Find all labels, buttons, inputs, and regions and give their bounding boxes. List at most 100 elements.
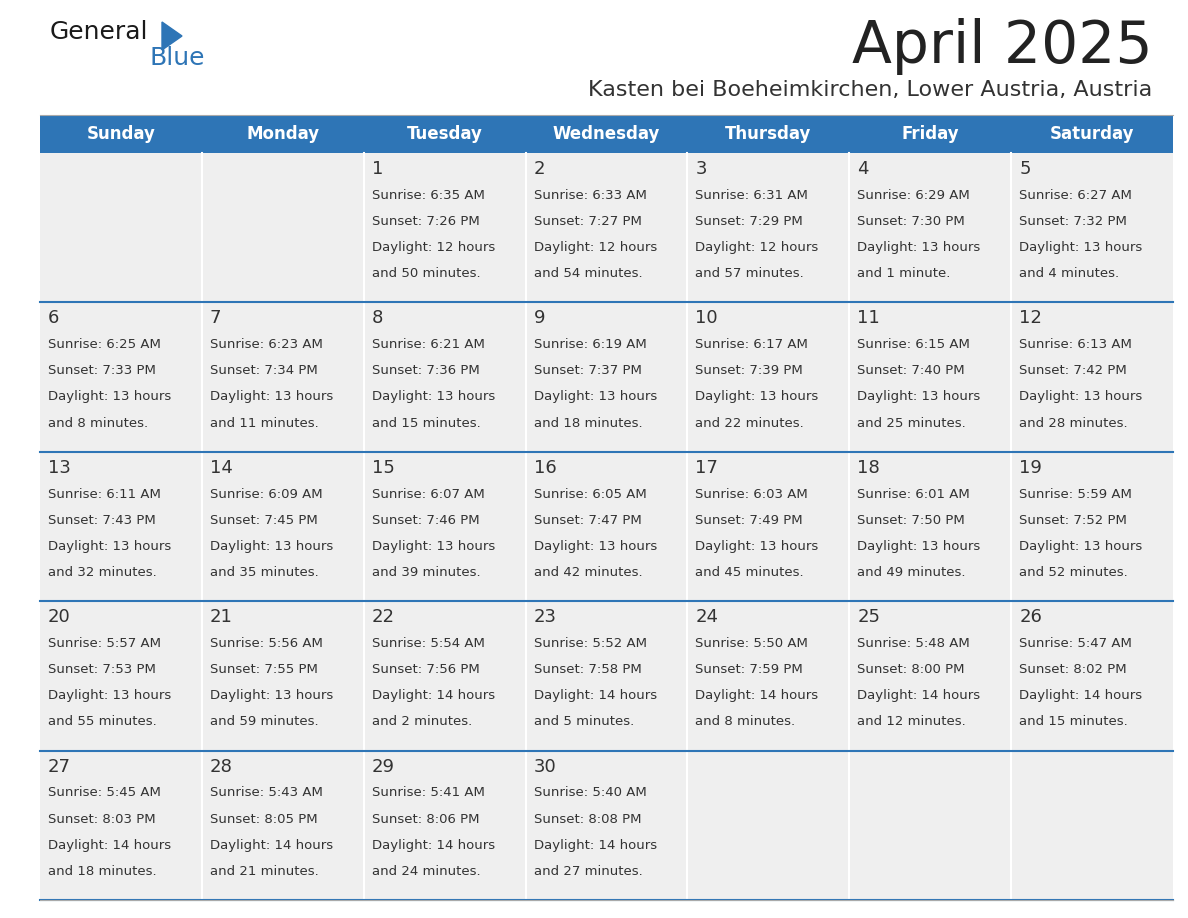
Text: Sunrise: 5:59 AM: Sunrise: 5:59 AM (1019, 487, 1132, 500)
Text: 2: 2 (533, 160, 545, 178)
Bar (1011, 452, 1173, 601)
Text: and 2 minutes.: and 2 minutes. (372, 715, 472, 728)
Bar (849, 153, 1011, 302)
Text: Sunset: 7:42 PM: Sunset: 7:42 PM (1019, 364, 1127, 377)
Text: 5: 5 (1019, 160, 1031, 178)
Text: 15: 15 (372, 459, 394, 476)
Text: Sunrise: 6:35 AM: Sunrise: 6:35 AM (372, 189, 485, 202)
Text: 26: 26 (1019, 609, 1042, 626)
Text: Sunset: 7:46 PM: Sunset: 7:46 PM (372, 514, 479, 527)
Text: 16: 16 (533, 459, 556, 476)
Bar (202, 601, 364, 751)
Text: and 15 minutes.: and 15 minutes. (372, 417, 480, 430)
Text: Sunset: 7:47 PM: Sunset: 7:47 PM (533, 514, 642, 527)
Text: and 39 minutes.: and 39 minutes. (372, 566, 480, 579)
Text: 24: 24 (695, 609, 719, 626)
Text: 1: 1 (372, 160, 383, 178)
Text: and 42 minutes.: and 42 minutes. (533, 566, 643, 579)
Text: Sunrise: 6:03 AM: Sunrise: 6:03 AM (695, 487, 808, 500)
Text: 18: 18 (858, 459, 880, 476)
Text: 23: 23 (533, 609, 556, 626)
Text: Daylight: 13 hours: Daylight: 13 hours (858, 540, 980, 553)
Text: Daylight: 13 hours: Daylight: 13 hours (1019, 390, 1143, 403)
Text: Tuesday: Tuesday (406, 125, 482, 143)
Text: Sunset: 7:49 PM: Sunset: 7:49 PM (695, 514, 803, 527)
Text: Sunset: 7:55 PM: Sunset: 7:55 PM (210, 663, 317, 676)
Text: Sunrise: 6:21 AM: Sunrise: 6:21 AM (372, 338, 485, 352)
Text: Sunset: 7:26 PM: Sunset: 7:26 PM (372, 215, 480, 228)
Text: 20: 20 (48, 609, 71, 626)
Bar (202, 452, 364, 601)
Text: Daylight: 13 hours: Daylight: 13 hours (533, 390, 657, 403)
Text: Daylight: 14 hours: Daylight: 14 hours (533, 839, 657, 852)
Text: Daylight: 13 hours: Daylight: 13 hours (210, 689, 333, 702)
Text: Sunset: 8:05 PM: Sunset: 8:05 PM (210, 812, 317, 825)
Text: 11: 11 (858, 309, 880, 328)
Text: and 28 minutes.: and 28 minutes. (1019, 417, 1127, 430)
Text: Friday: Friday (902, 125, 959, 143)
Text: Sunset: 7:37 PM: Sunset: 7:37 PM (533, 364, 642, 377)
Text: Sunset: 7:33 PM: Sunset: 7:33 PM (48, 364, 156, 377)
Text: 27: 27 (48, 757, 71, 776)
Text: Sunset: 7:45 PM: Sunset: 7:45 PM (210, 514, 317, 527)
Text: Daylight: 13 hours: Daylight: 13 hours (695, 390, 819, 403)
Text: Sunset: 7:29 PM: Sunset: 7:29 PM (695, 215, 803, 228)
Text: Daylight: 13 hours: Daylight: 13 hours (210, 540, 333, 553)
Bar (364, 153, 525, 302)
Bar (688, 452, 849, 601)
Text: 19: 19 (1019, 459, 1042, 476)
Text: Sunrise: 6:05 AM: Sunrise: 6:05 AM (533, 487, 646, 500)
Text: Sunset: 7:52 PM: Sunset: 7:52 PM (1019, 514, 1127, 527)
Text: Sunrise: 6:09 AM: Sunrise: 6:09 AM (210, 487, 322, 500)
Text: Daylight: 13 hours: Daylight: 13 hours (1019, 540, 1143, 553)
Text: Sunrise: 5:57 AM: Sunrise: 5:57 AM (48, 637, 162, 650)
Text: Sunset: 7:56 PM: Sunset: 7:56 PM (372, 663, 480, 676)
Text: and 32 minutes.: and 32 minutes. (48, 566, 157, 579)
Text: 4: 4 (858, 160, 868, 178)
Text: and 1 minute.: and 1 minute. (858, 267, 950, 280)
Text: and 8 minutes.: and 8 minutes. (695, 715, 796, 728)
Text: Sunrise: 5:50 AM: Sunrise: 5:50 AM (695, 637, 808, 650)
Text: Sunrise: 6:31 AM: Sunrise: 6:31 AM (695, 189, 808, 202)
Bar (849, 751, 1011, 900)
Text: and 15 minutes.: and 15 minutes. (1019, 715, 1127, 728)
Text: Sunset: 8:00 PM: Sunset: 8:00 PM (858, 663, 965, 676)
Text: Wednesday: Wednesday (552, 125, 661, 143)
Text: Daylight: 13 hours: Daylight: 13 hours (858, 390, 980, 403)
Text: Sunrise: 5:56 AM: Sunrise: 5:56 AM (210, 637, 323, 650)
Bar (40, 452, 202, 601)
Bar (525, 601, 688, 751)
Bar (40, 751, 202, 900)
Text: Sunset: 8:02 PM: Sunset: 8:02 PM (1019, 663, 1126, 676)
Text: Sunrise: 6:01 AM: Sunrise: 6:01 AM (858, 487, 971, 500)
Text: Daylight: 13 hours: Daylight: 13 hours (48, 390, 171, 403)
Text: Daylight: 14 hours: Daylight: 14 hours (372, 839, 495, 852)
Text: Sunset: 7:27 PM: Sunset: 7:27 PM (533, 215, 642, 228)
Text: 25: 25 (858, 609, 880, 626)
Bar (525, 302, 688, 452)
Text: Sunrise: 6:33 AM: Sunrise: 6:33 AM (533, 189, 646, 202)
Text: Sunrise: 6:07 AM: Sunrise: 6:07 AM (372, 487, 485, 500)
Bar (202, 751, 364, 900)
Text: and 59 minutes.: and 59 minutes. (210, 715, 318, 728)
Text: Sunrise: 5:54 AM: Sunrise: 5:54 AM (372, 637, 485, 650)
Text: Sunset: 7:43 PM: Sunset: 7:43 PM (48, 514, 156, 527)
Text: Sunset: 8:08 PM: Sunset: 8:08 PM (533, 812, 642, 825)
Text: Sunrise: 5:45 AM: Sunrise: 5:45 AM (48, 787, 160, 800)
Text: Daylight: 14 hours: Daylight: 14 hours (372, 689, 495, 702)
Text: 6: 6 (48, 309, 59, 328)
Text: Sunrise: 5:43 AM: Sunrise: 5:43 AM (210, 787, 323, 800)
Text: Sunset: 7:36 PM: Sunset: 7:36 PM (372, 364, 480, 377)
Text: and 5 minutes.: and 5 minutes. (533, 715, 634, 728)
Bar (202, 302, 364, 452)
Text: 22: 22 (372, 609, 394, 626)
Text: Sunrise: 5:52 AM: Sunrise: 5:52 AM (533, 637, 646, 650)
Text: and 57 minutes.: and 57 minutes. (695, 267, 804, 280)
Bar (525, 153, 688, 302)
Text: General: General (50, 20, 148, 44)
Text: Sunset: 7:40 PM: Sunset: 7:40 PM (858, 364, 965, 377)
Text: Daylight: 14 hours: Daylight: 14 hours (48, 839, 171, 852)
Bar (688, 751, 849, 900)
Text: 9: 9 (533, 309, 545, 328)
Text: Sunset: 7:39 PM: Sunset: 7:39 PM (695, 364, 803, 377)
